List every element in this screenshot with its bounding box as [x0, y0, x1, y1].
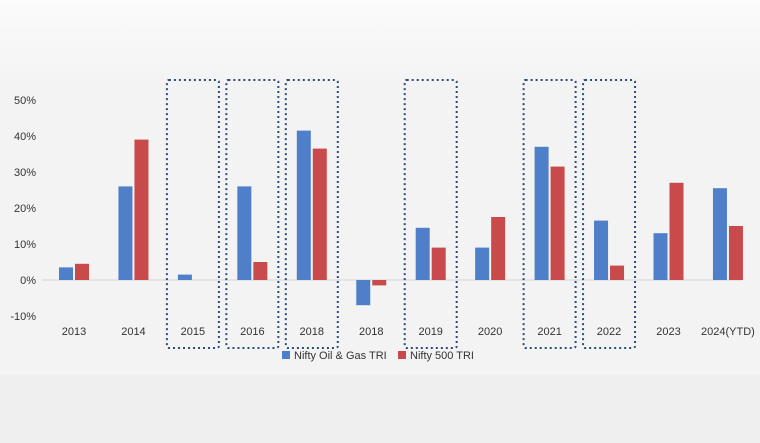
bar-nifty-500 — [372, 280, 387, 286]
x-tick-label: 2016 — [240, 326, 264, 338]
y-tick-label: 0% — [20, 275, 36, 287]
bar-nifty-500 — [431, 247, 446, 280]
x-tick-label: 2013 — [62, 326, 86, 338]
x-tick-label: 2015 — [181, 326, 205, 338]
x-tick-label: 2022 — [597, 326, 621, 338]
bar-oil-gas — [594, 220, 609, 280]
highlight-box — [284, 79, 339, 349]
bar-nifty-500 — [550, 166, 565, 280]
bar-oil-gas — [59, 267, 73, 280]
y-tick-label: -10% — [10, 311, 36, 323]
bar-oil-gas — [177, 274, 192, 280]
x-tick-label: 2018 — [300, 326, 324, 338]
highlight-box — [225, 79, 280, 349]
x-tick-label: 2024(YTD) — [701, 326, 755, 338]
y-tick-label: 40% — [14, 131, 36, 143]
bottom-band — [0, 375, 760, 443]
highlight-box — [582, 79, 637, 349]
legend-swatch — [398, 351, 406, 359]
highlight-box — [403, 79, 458, 349]
y-tick-label: 10% — [14, 239, 36, 251]
x-tick-label: 2014 — [121, 326, 145, 338]
bar-oil-gas — [415, 227, 430, 280]
bar-nifty-500 — [253, 262, 268, 280]
bar-oil-gas — [712, 188, 727, 280]
bar-oil-gas — [534, 146, 549, 280]
bar-oil-gas — [296, 130, 311, 280]
bar-oil-gas — [237, 186, 252, 280]
x-tick-label: 2018 — [359, 326, 383, 338]
top-band — [0, 0, 760, 78]
y-tick-label: 20% — [14, 203, 36, 215]
y-tick-label: 50% — [14, 95, 36, 107]
legend-label: Nifty Oil & Gas TRI — [294, 350, 387, 362]
bar-nifty-500 — [134, 139, 149, 280]
bar-oil-gas — [356, 280, 371, 306]
highlight-box — [165, 79, 220, 349]
bar-nifty-500 — [75, 263, 89, 280]
bar-nifty-500 — [728, 226, 743, 280]
bar-oil-gas — [118, 186, 133, 280]
bar-nifty-500 — [491, 217, 506, 280]
bar-oil-gas — [475, 247, 490, 280]
bar-nifty-500 — [669, 182, 684, 280]
x-tick-label: 2023 — [656, 326, 680, 338]
highlight-box — [522, 79, 577, 349]
y-tick-label: 30% — [14, 167, 36, 179]
x-tick-label: 2019 — [418, 326, 442, 338]
legend-swatch — [282, 351, 290, 359]
bar-oil-gas — [653, 233, 668, 280]
legend-label: Nifty 500 TRI — [410, 350, 474, 362]
x-tick-label: 2020 — [478, 326, 502, 338]
bar-nifty-500 — [610, 265, 625, 280]
bar-nifty-500 — [312, 148, 327, 280]
x-tick-label: 2021 — [537, 326, 561, 338]
